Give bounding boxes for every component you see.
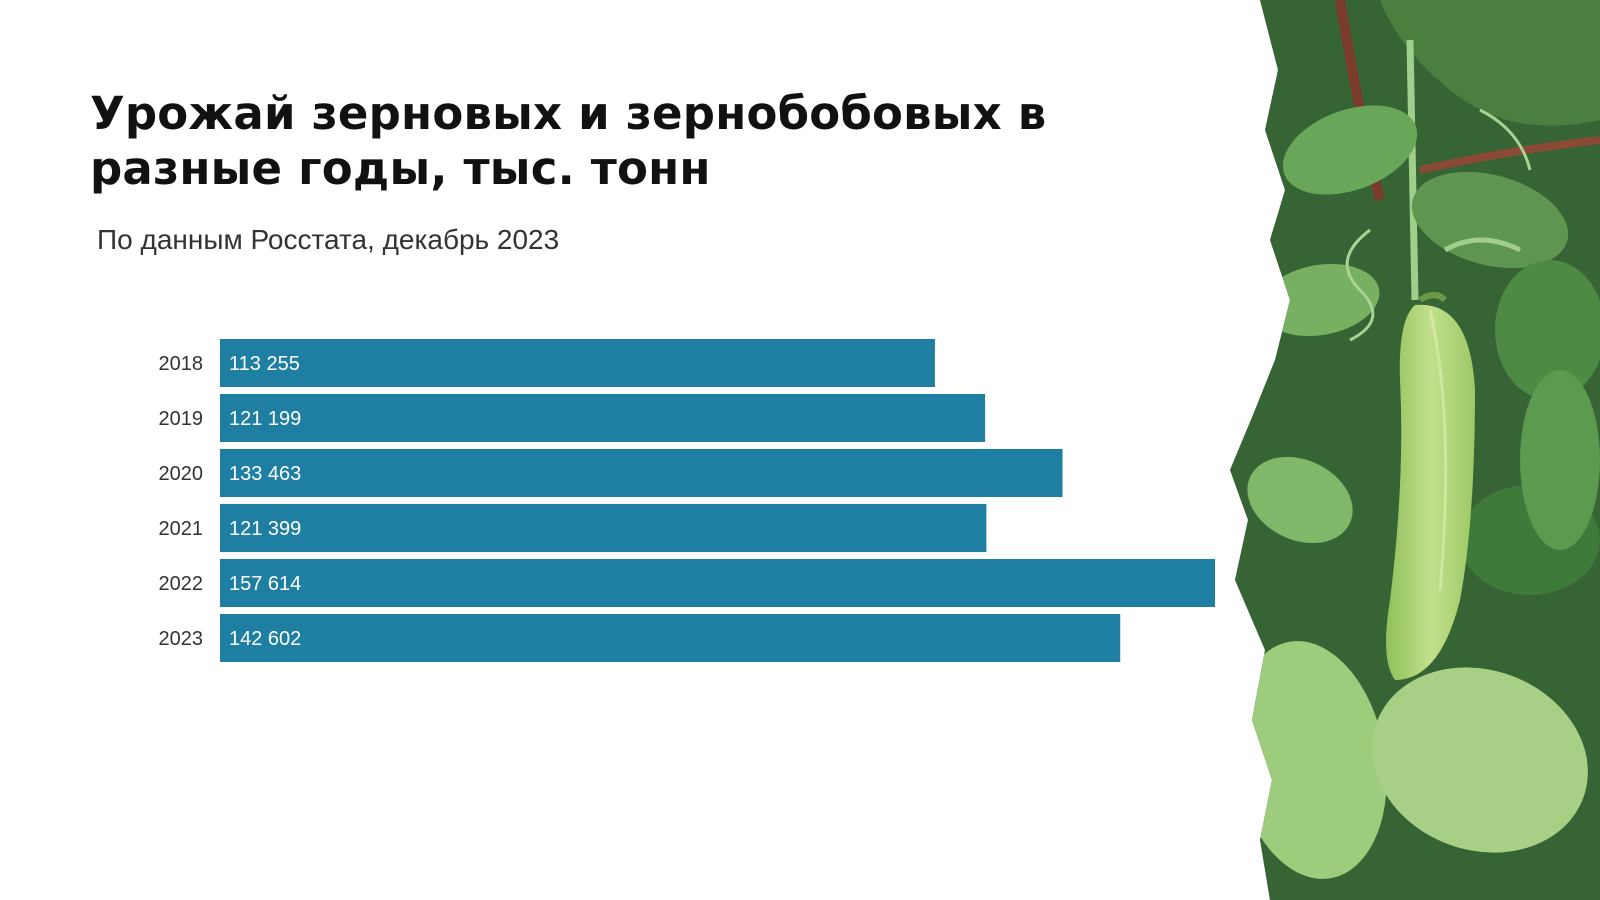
bar-value-label-2023: 142 602 xyxy=(229,628,301,650)
category-label-2018: 2018 xyxy=(159,353,204,375)
category-label-2023: 2023 xyxy=(159,628,204,650)
bar-value-label-2018: 113 255 xyxy=(229,353,300,375)
category-label-2020: 2020 xyxy=(159,463,204,485)
chart-title: Урожай зерновых и зернобобовых в разные … xyxy=(90,87,1047,195)
bar-value-label-2021: 121 399 xyxy=(229,518,301,540)
pea-plant-photo xyxy=(1230,0,1600,900)
bar-chart: 113 255 2018 121 199 2019 133 463 2020 121 399… xyxy=(159,339,1215,662)
bar-2018 xyxy=(220,339,935,387)
category-label-2019: 2019 xyxy=(159,408,204,430)
chart-subtitle: По данным Росстата, декабрь 2023 xyxy=(97,224,560,255)
bar-value-label-2020: 133 463 xyxy=(229,463,301,485)
category-label-2022: 2022 xyxy=(159,573,204,595)
bar-2022 xyxy=(220,559,1215,607)
bar-2021 xyxy=(220,504,987,552)
bar-2019 xyxy=(220,394,986,442)
bar-2020 xyxy=(220,449,1063,497)
bar-2023 xyxy=(220,614,1121,662)
bar-value-label-2019: 121 199 xyxy=(229,408,301,430)
category-label-2021: 2021 xyxy=(159,518,204,540)
bar-value-label-2022: 157 614 xyxy=(229,573,301,595)
